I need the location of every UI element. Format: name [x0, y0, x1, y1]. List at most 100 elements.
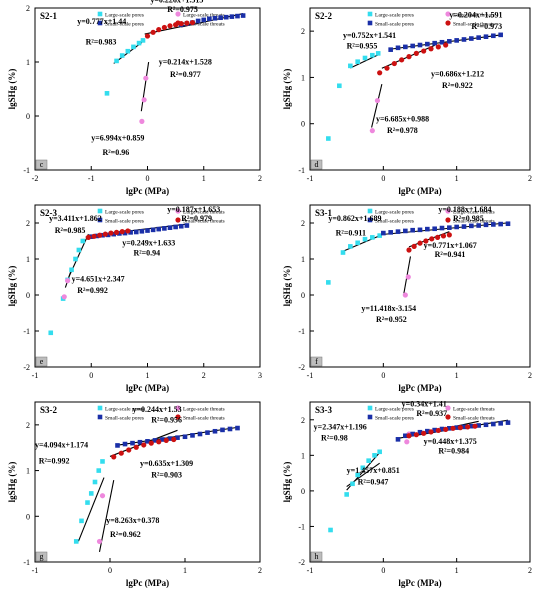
legend: Large-scale pores Large-scale threats Smal…: [367, 11, 495, 28]
data-point-sp: [88, 234, 94, 239]
data-point-st: [406, 433, 412, 439]
data-point-sp: [145, 439, 150, 444]
data-point-st: [133, 444, 139, 450]
fit-annotation: R²=0.98: [321, 433, 348, 442]
fit-annotation: y=1.457x+0.851: [347, 466, 400, 475]
data-point-lp: [326, 136, 331, 141]
data-point-sp: [469, 423, 474, 429]
data-point-sp: [212, 15, 218, 21]
data-point-lp: [340, 250, 346, 255]
y-tick-label: 2: [301, 27, 305, 36]
data-point-sp: [483, 34, 489, 39]
x-tick-label: 0: [146, 174, 150, 183]
fit-annotation: y=0.862x+1.689: [328, 214, 381, 223]
data-point-sp: [505, 221, 511, 227]
data-point-st: [97, 232, 103, 238]
data-point-lt: [141, 97, 147, 103]
data-point-st: [446, 232, 452, 238]
panel-title: S2-2: [315, 11, 333, 21]
panel-letter: c: [40, 160, 44, 169]
legend: Large-scale pores Large-scale threats Smal…: [367, 405, 495, 422]
data-point-st: [161, 24, 167, 31]
data-point-lp: [85, 500, 90, 505]
data-point-sp: [403, 228, 408, 234]
fit-annotation: R²=0.955: [347, 42, 378, 51]
y-tick-label: -1: [23, 166, 30, 175]
data-point-st: [391, 60, 397, 67]
x-tick-label: 2: [528, 371, 532, 380]
panel-letter: e: [40, 357, 44, 366]
data-point-lp: [119, 53, 125, 58]
panel-letter: h: [315, 552, 319, 561]
data-point-sp: [178, 223, 184, 229]
legend-label: Large-scale threats: [453, 13, 495, 19]
fit-line-2: [140, 61, 150, 112]
fit-annotation: y=0.187x+1.653: [167, 205, 220, 214]
x-tick-label: 3: [258, 371, 262, 380]
y-tick-label: -1: [23, 327, 30, 336]
plot-frame: [309, 204, 531, 368]
data-point-sp: [381, 230, 386, 236]
data-point-st: [171, 436, 177, 443]
data-point-sp: [227, 426, 233, 432]
legend-marker: [175, 208, 181, 214]
fit-annotation: y=0.686x+1.212: [431, 70, 484, 79]
data-point-lp: [377, 449, 382, 455]
y-tick-label: -2: [298, 363, 305, 372]
data-point-sp: [122, 441, 128, 447]
y-tick-label: -2: [298, 558, 305, 567]
data-point-sp: [133, 229, 139, 235]
data-point-lp: [100, 459, 105, 464]
data-point-lp: [366, 458, 371, 463]
data-point-sp: [150, 227, 156, 233]
x-tick-label: 2: [258, 174, 262, 183]
fit-annotation: R²=0.937: [416, 409, 447, 418]
data-point-st: [119, 229, 125, 235]
legend-label: Large-scale pores: [105, 13, 144, 19]
legend-label: Large-scale pores: [105, 210, 144, 216]
data-point-sp: [483, 222, 489, 228]
legend: Large-scale pores Large-scale threats Smal…: [97, 11, 225, 28]
data-point-lt: [143, 75, 149, 81]
y-tick-label: 1: [301, 451, 305, 460]
fit-annotation: R²=0.922: [442, 81, 473, 90]
data-point-sp: [388, 47, 393, 52]
data-point-sp: [235, 425, 240, 431]
x-tick-label: -1: [32, 371, 39, 380]
fit-annotation: y=6.994x+0.859: [91, 133, 144, 142]
data-point-st: [457, 425, 463, 431]
fit-annotation: R²=0.94: [133, 248, 160, 257]
data-point-sp: [395, 437, 401, 442]
plot-frame: [34, 7, 261, 171]
panel-title: S2-3: [40, 208, 58, 218]
data-point-sp: [447, 426, 452, 431]
data-point-lp: [92, 479, 98, 485]
data-point-sp: [410, 227, 415, 233]
legend-marker: [367, 414, 373, 420]
data-point-lp: [114, 58, 119, 64]
data-point-sp: [229, 14, 235, 19]
legend-marker: [445, 217, 451, 223]
fit-annotation: R²=0.979: [181, 214, 212, 223]
data-point-lp: [337, 83, 342, 89]
legend-marker: [97, 20, 103, 26]
data-point-sp: [425, 428, 430, 434]
data-point-st: [141, 442, 147, 448]
data-point-lp: [377, 233, 382, 238]
x-tick-label: -1: [307, 174, 314, 183]
fit-annotation: R²=0.96: [103, 148, 130, 157]
data-point-sp: [195, 18, 201, 24]
fit-annotation: R²=0.985: [453, 214, 484, 223]
y-tick-label: 0: [301, 120, 305, 129]
fit-annotation: y=0.771x+1.067: [424, 241, 477, 250]
data-point-lp: [375, 51, 381, 56]
data-point-sp: [410, 431, 415, 437]
legend-label: Large-scale pores: [375, 407, 414, 413]
legend-label: Small-scale pores: [375, 219, 414, 225]
legend-marker: [367, 208, 373, 214]
data-point-st: [413, 50, 419, 56]
data-point-sp: [476, 223, 481, 228]
fit-annotation: y=0.249x+1.633: [122, 238, 175, 247]
legend-label: Large-scale pores: [375, 210, 414, 216]
data-point-st: [184, 20, 190, 26]
